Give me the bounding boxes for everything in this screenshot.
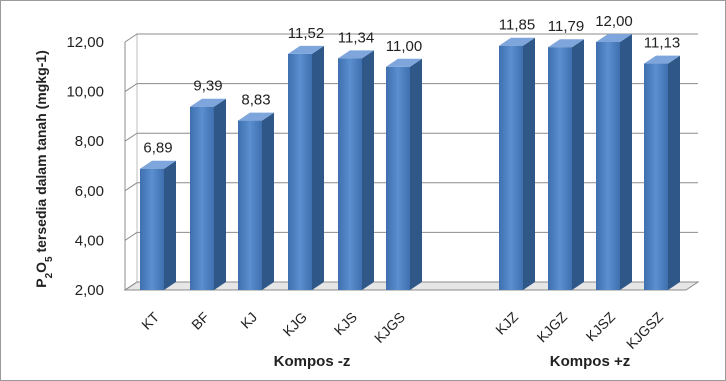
bar-front <box>190 106 214 290</box>
data-label: 11,85 <box>499 17 535 34</box>
y-tick-label: 4,00 <box>75 232 104 249</box>
bar-top <box>386 58 422 67</box>
y-tick-label: 2,00 <box>75 282 104 299</box>
bar-side <box>214 98 226 290</box>
bar-front <box>288 53 312 291</box>
data-label: 8,83 <box>241 92 270 109</box>
bar <box>288 45 324 291</box>
bar-top <box>644 55 680 64</box>
bar-side <box>362 50 374 291</box>
y-tick-label: 8,00 <box>75 133 104 150</box>
data-label: 11,79 <box>548 18 584 35</box>
group-label: Kompos -z <box>274 353 351 370</box>
bar-front <box>140 168 164 290</box>
bar-front <box>548 47 572 290</box>
data-label: 11,00 <box>386 38 422 55</box>
bar-side <box>620 34 632 290</box>
bar-side <box>523 37 535 290</box>
data-label: 11,52 <box>288 25 324 42</box>
bar-front <box>499 45 523 290</box>
bar-side <box>164 160 176 290</box>
bar-side <box>312 45 324 291</box>
data-label: 11,34 <box>338 29 374 46</box>
bar-top <box>288 45 324 54</box>
bar <box>499 37 535 290</box>
bar <box>596 34 632 290</box>
gridline <box>124 33 698 43</box>
group-label: Kompos +z <box>550 353 630 370</box>
bar <box>386 58 422 290</box>
y-axis-label: P2O5 tersedia dalam tanah (mgkg-1) <box>33 50 55 288</box>
bar-side <box>410 58 422 290</box>
bar-side <box>668 55 680 290</box>
bar-top <box>238 112 274 121</box>
data-label: 12,00 <box>595 13 633 30</box>
bar-front <box>238 120 262 290</box>
bar <box>644 55 680 290</box>
bar-front <box>338 58 362 291</box>
y-tick-label: 12,00 <box>66 34 104 51</box>
bar <box>140 160 176 290</box>
bar-side <box>572 39 584 290</box>
bar-top <box>140 160 176 169</box>
bar-top <box>499 37 535 46</box>
y-axis-label-part: 5 <box>44 256 55 262</box>
bar <box>338 50 374 291</box>
bar-top <box>596 34 632 42</box>
y-axis-label-part: tersedia dalam tanah (mgkg-1) <box>33 50 49 256</box>
y-tick-label: 10,00 <box>66 84 104 101</box>
y-tick-label: 6,00 <box>75 183 104 200</box>
bar <box>238 112 274 290</box>
y-axis-label-part: O <box>33 262 49 273</box>
bar-side <box>262 112 274 290</box>
bar-top <box>548 39 584 48</box>
bar-top <box>338 50 374 59</box>
data-label: 9,39 <box>193 78 222 95</box>
data-label: 6,89 <box>143 140 172 157</box>
bar <box>190 98 226 290</box>
bar-front <box>644 63 668 290</box>
y-axis-label-part: P <box>33 278 49 287</box>
bar-front <box>386 66 410 290</box>
data-label: 11,13 <box>644 35 680 52</box>
y-axis-label-part: 2 <box>44 272 55 278</box>
bar <box>548 39 584 290</box>
bar-top <box>190 98 226 107</box>
bar-front <box>596 42 620 290</box>
